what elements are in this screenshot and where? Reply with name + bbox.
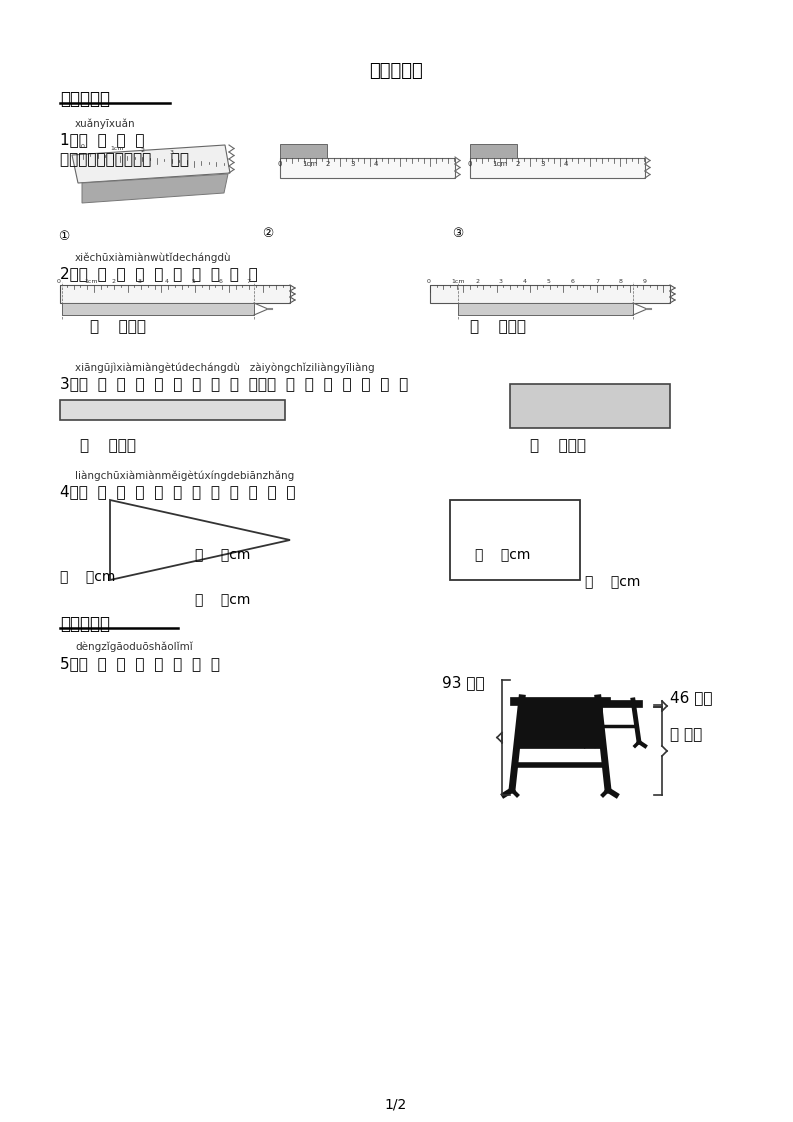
Text: 下面的测量正确的是（    ）。: 下面的测量正确的是（ ）。 xyxy=(60,151,189,167)
Polygon shape xyxy=(72,145,230,183)
Text: 93 厘米: 93 厘米 xyxy=(442,675,485,690)
Text: 智慧加油站: 智慧加油站 xyxy=(60,615,110,633)
Text: （    ）cm: （ ）cm xyxy=(195,548,251,562)
Text: xuǎnyīxuǎn: xuǎnyīxuǎn xyxy=(75,118,136,129)
Text: 1．选  一  选  。: 1．选 一 选 。 xyxy=(60,132,144,147)
Bar xyxy=(590,700,642,707)
Text: 3: 3 xyxy=(350,160,354,167)
Text: （    ）厘米: （ ）厘米 xyxy=(80,438,136,453)
Text: 6: 6 xyxy=(219,279,223,284)
Text: dèngzǐgāoduōshǎolǐmǐ: dèngzǐgāoduōshǎolǐmǐ xyxy=(75,642,193,653)
Text: （    ）cm: （ ）cm xyxy=(195,594,251,607)
Text: ②: ② xyxy=(262,227,274,240)
Text: 6: 6 xyxy=(571,279,575,284)
Bar xyxy=(510,384,670,427)
Text: xiěchūxiàmiànwùtǐdechángdù: xiěchūxiàmiànwùtǐdechángdù xyxy=(75,252,232,263)
Text: 9: 9 xyxy=(643,279,647,284)
Text: 4: 4 xyxy=(523,279,527,284)
Text: 2: 2 xyxy=(111,279,115,284)
Text: 2: 2 xyxy=(326,160,331,167)
Text: 4: 4 xyxy=(564,160,569,167)
Text: 4: 4 xyxy=(374,160,378,167)
Text: 0: 0 xyxy=(427,279,431,284)
Text: 0: 0 xyxy=(278,160,282,167)
Text: xiāngūjìxiàmiàngètúdechángdù   zàiyòngchǐziliàngyīliàng: xiāngūjìxiàmiàngètúdechángdù zàiyòngchǐz… xyxy=(75,362,374,373)
Text: （    ）cm: （ ）cm xyxy=(60,570,115,583)
Bar xyxy=(62,303,254,315)
Bar xyxy=(458,303,633,315)
Text: （    ）cm: （ ）cm xyxy=(475,548,531,562)
Text: 厘米的认识: 厘米的认识 xyxy=(369,62,423,80)
Bar xyxy=(510,697,610,705)
Text: 2．写  出  下  面  物  体  的  长  度  。: 2．写 出 下 面 物 体 的 长 度 。 xyxy=(60,266,258,280)
Bar xyxy=(518,703,602,748)
Text: 3: 3 xyxy=(540,160,545,167)
Text: 3: 3 xyxy=(138,279,142,284)
Text: 1cm: 1cm xyxy=(492,160,508,167)
Bar xyxy=(450,500,580,580)
Text: 7: 7 xyxy=(595,279,599,284)
Text: （    ）厘米: （ ）厘米 xyxy=(90,319,146,334)
Text: 2: 2 xyxy=(475,279,479,284)
Text: （    ）厘米: （ ）厘米 xyxy=(470,319,526,334)
Text: 2: 2 xyxy=(516,160,520,167)
Text: 7: 7 xyxy=(246,279,250,284)
Text: 5: 5 xyxy=(192,279,196,284)
Bar xyxy=(60,285,290,303)
Text: ③: ③ xyxy=(452,227,463,240)
Text: （    ）cm: （ ）cm xyxy=(585,574,641,589)
Text: 5．凳  子  高  多  少  厘  米  。: 5．凳 子 高 多 少 厘 米 。 xyxy=(60,656,220,671)
Text: （    ）厘米: （ ）厘米 xyxy=(530,438,586,453)
Text: 3: 3 xyxy=(170,150,174,155)
Text: 4: 4 xyxy=(165,279,169,284)
Polygon shape xyxy=(82,174,228,203)
Text: 3: 3 xyxy=(499,279,503,284)
Text: ①: ① xyxy=(58,230,69,243)
Text: 0: 0 xyxy=(468,160,473,167)
Text: 1/2: 1/2 xyxy=(385,1097,407,1111)
Text: 3．先  估  计  下  面  各  图  的  长  度，再  用  尺  子  量  一  量  。: 3．先 估 计 下 面 各 图 的 长 度，再 用 尺 子 量 一 量 。 xyxy=(60,376,408,390)
Bar xyxy=(470,144,517,158)
Text: 4．量  出  下  面  每  个  图  形  的  边  长  。: 4．量 出 下 面 每 个 图 形 的 边 长 。 xyxy=(60,484,296,499)
Bar xyxy=(470,158,645,178)
Bar xyxy=(280,144,327,158)
Text: 1cm: 1cm xyxy=(84,279,98,284)
Bar xyxy=(60,401,285,420)
Text: 8: 8 xyxy=(619,279,623,284)
Text: 1cm: 1cm xyxy=(451,279,465,284)
Text: 0: 0 xyxy=(81,144,85,149)
Bar xyxy=(280,158,455,178)
Text: 知识演练场: 知识演练场 xyxy=(60,90,110,108)
Text: 5: 5 xyxy=(547,279,551,284)
Text: 1cm: 1cm xyxy=(110,146,124,151)
Text: 46 厘米: 46 厘米 xyxy=(670,690,712,705)
Text: ？ 厘米: ？ 厘米 xyxy=(670,727,703,742)
Text: liàngchūxiàmiànměigètúxíngdebiānzhǎng: liàngchūxiàmiànměigètúxíngdebiānzhǎng xyxy=(75,470,294,480)
Text: 2: 2 xyxy=(140,148,144,154)
Text: 1cm: 1cm xyxy=(302,160,317,167)
Text: 0: 0 xyxy=(57,279,61,284)
Bar xyxy=(430,285,670,303)
